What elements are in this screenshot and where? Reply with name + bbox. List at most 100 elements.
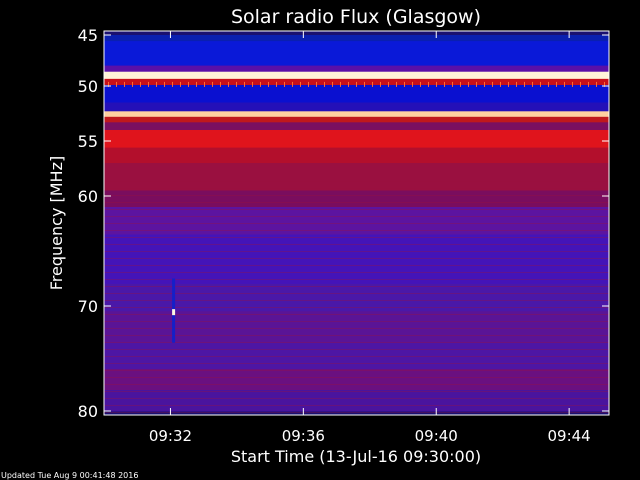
noise-stripe <box>104 363 609 364</box>
noise-stripe <box>104 377 609 378</box>
interference-dot <box>196 81 197 87</box>
interference-dot <box>284 81 285 87</box>
noise-stripe <box>104 265 609 266</box>
spectrum-band-10 <box>104 130 609 149</box>
noise-stripe <box>104 328 609 329</box>
spectrum-band-0 <box>104 35 609 42</box>
noise-stripe <box>104 244 609 245</box>
interference-dot <box>420 81 421 87</box>
y-tick-label: 80 <box>78 402 98 421</box>
interference-dot <box>340 81 341 87</box>
spectrum-band-6 <box>104 102 609 112</box>
interference-dot <box>580 81 581 87</box>
interference-dot <box>116 81 117 87</box>
interference-dot <box>452 81 453 87</box>
interference-dot <box>540 81 541 87</box>
noise-stripe <box>104 342 609 343</box>
noise-stripe <box>104 279 609 280</box>
noise-stripe <box>104 300 609 301</box>
interference-dot <box>564 81 565 87</box>
interference-dot <box>180 81 181 87</box>
interference-dot <box>228 81 229 87</box>
spectrum-band-1 <box>104 41 609 67</box>
interference-dot <box>468 81 469 87</box>
noise-stripe <box>104 202 609 203</box>
y-axis-label: Frequency [MHz] <box>47 156 66 290</box>
spectrum-band-8 <box>104 116 609 123</box>
x-tick-label: 09:32 <box>149 427 192 445</box>
noise-stripe <box>104 181 609 182</box>
interference-dot <box>348 81 349 87</box>
interference-dot <box>140 81 141 87</box>
spectrum-band-16 <box>104 284 609 312</box>
interference-dot <box>316 81 317 87</box>
interference-dot <box>252 81 253 87</box>
interference-dot <box>444 81 445 87</box>
x-axis: 09:32 09:36 09:40 09:44 <box>149 31 591 445</box>
interference-dot <box>132 81 133 87</box>
interference-dot <box>388 81 389 87</box>
spectrum-band-19 <box>104 369 609 391</box>
y-axis: 45 50 55 60 70 80 <box>78 26 609 421</box>
interference-dot <box>148 81 149 87</box>
spectrum-band-11 <box>104 147 609 164</box>
noise-stripe <box>104 293 609 294</box>
noise-stripe <box>104 356 609 357</box>
interference-dot <box>164 81 165 87</box>
interference-dot <box>324 81 325 87</box>
y-tick-label: 60 <box>78 187 98 206</box>
plot-area <box>104 31 609 415</box>
interference-dot <box>556 81 557 87</box>
interference-dot <box>292 81 293 87</box>
interference-dot <box>124 81 125 87</box>
interference-dot <box>244 81 245 87</box>
y-tick-label: 50 <box>78 77 98 96</box>
spectrum-band-3 <box>104 71 609 80</box>
interference-dot <box>356 81 357 87</box>
interference-dot <box>604 81 605 87</box>
noise-stripe <box>104 384 609 385</box>
interference-dot <box>260 81 261 87</box>
interference-dot <box>268 81 269 87</box>
interference-dot <box>428 81 429 87</box>
interference-dot <box>524 81 525 87</box>
x-tick-label: 09:40 <box>415 427 458 445</box>
interference-dot <box>220 81 221 87</box>
noise-stripe <box>104 349 609 350</box>
noise-stripe <box>104 272 609 273</box>
noise-stripe <box>104 335 609 336</box>
interference-dot <box>396 81 397 87</box>
interference-dot <box>516 81 517 87</box>
interference-dot <box>300 81 301 87</box>
interference-dot <box>188 81 189 87</box>
spectrum-band-13 <box>104 190 609 208</box>
interference-dot <box>460 81 461 87</box>
noise-stripe <box>104 314 609 315</box>
noise-stripe <box>104 398 609 399</box>
interference-dot <box>548 81 549 87</box>
spectrum-band-5 <box>104 84 609 103</box>
interference-dot <box>588 81 589 87</box>
noise-stripe <box>104 370 609 371</box>
burst-peak <box>172 309 176 316</box>
chart-title: Solar radio Flux (Glasgow) <box>231 6 481 28</box>
interference-dot <box>436 81 437 87</box>
interference-dot <box>404 81 405 87</box>
noise-stripe <box>104 405 609 406</box>
interference-dot <box>532 81 533 87</box>
noise-stripe <box>104 258 609 259</box>
noise-stripe <box>104 230 609 231</box>
noise-stripe <box>104 251 609 252</box>
y-tick-label: 55 <box>78 132 98 151</box>
noise-stripe <box>104 321 609 322</box>
y-tick-label: 70 <box>78 297 98 316</box>
noise-stripe <box>104 216 609 217</box>
interference-dot <box>156 81 157 87</box>
noise-stripe <box>104 412 609 413</box>
noise-stripe <box>104 307 609 308</box>
interference-dot <box>492 81 493 87</box>
interference-dot <box>572 81 573 87</box>
spectrum-band-20 <box>104 390 609 412</box>
y-tick-label: 45 <box>78 26 98 45</box>
interference-dot <box>484 81 485 87</box>
